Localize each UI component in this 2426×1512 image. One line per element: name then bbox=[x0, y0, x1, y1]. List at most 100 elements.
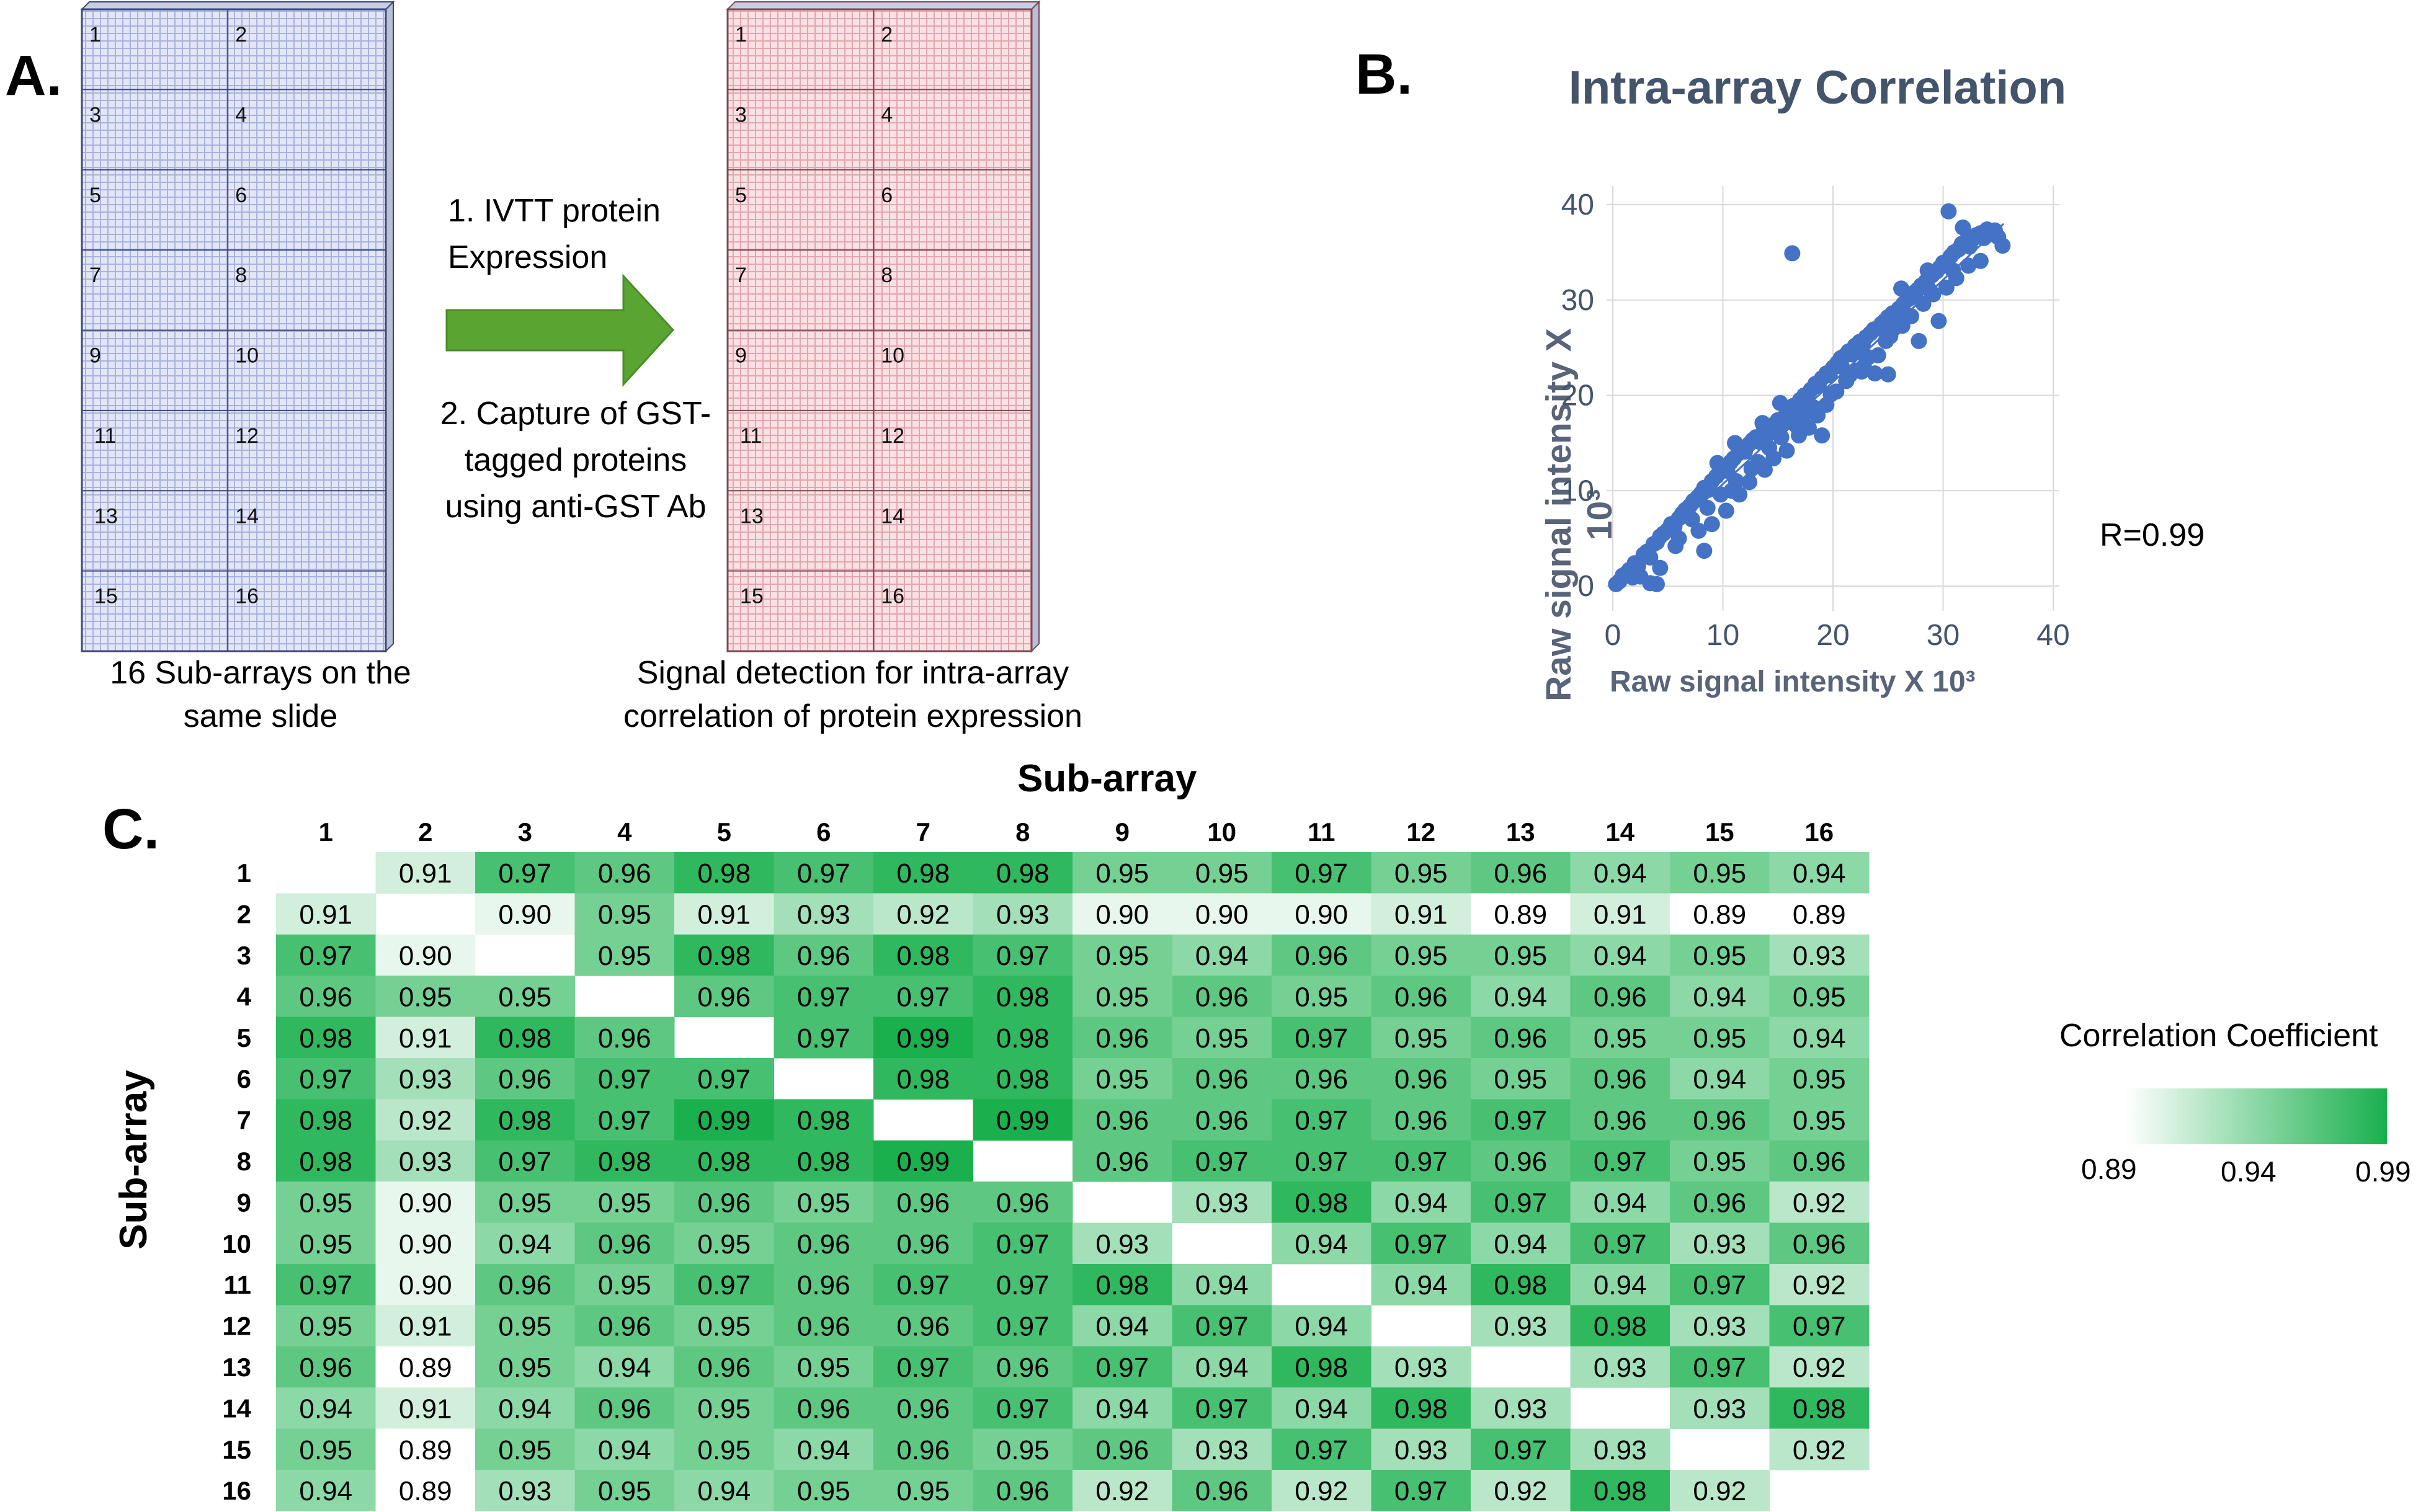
heatmap-cell bbox=[1073, 1470, 1172, 1511]
heatmap-cell-value: 0.96 bbox=[1295, 1064, 1348, 1095]
heatmap-cell bbox=[574, 1140, 675, 1182]
heatmap-cell bbox=[1670, 934, 1770, 976]
heatmap-cell-value: 0.98 bbox=[996, 858, 1050, 889]
heatmap-cell-value: 0.98 bbox=[1095, 1270, 1149, 1301]
heatmap-cell-value: 0.94 bbox=[598, 1353, 651, 1383]
heatmap-cell bbox=[1172, 1346, 1272, 1388]
heatmap-cell-value: 0.94 bbox=[1295, 1229, 1348, 1260]
scatter-point bbox=[1667, 538, 1684, 554]
heatmap-cell-value: 0.93 bbox=[1594, 1435, 1647, 1465]
heatmap-cell bbox=[774, 1181, 874, 1224]
heatmap-cell bbox=[873, 1264, 973, 1305]
heatmap-cell bbox=[774, 1470, 874, 1511]
heatmap-column-label: 8 bbox=[1015, 817, 1030, 847]
heatmap-cell-value: 0.94 bbox=[1494, 982, 1547, 1012]
heatmap-cell-value: 0.95 bbox=[1195, 1023, 1249, 1054]
heatmap-cell bbox=[674, 1346, 774, 1388]
heatmap-cell bbox=[1570, 852, 1670, 894]
heatmap-cell-value: 0.95 bbox=[1594, 1023, 1647, 1054]
scatter-point bbox=[1796, 406, 1813, 423]
heatmap-cell-value: 0.98 bbox=[299, 1106, 352, 1136]
sub-array-number: 11 bbox=[740, 424, 762, 448]
heatmap-cell-value: 0.97 bbox=[797, 858, 850, 889]
heatmap-cell bbox=[1471, 852, 1571, 894]
heatmap-cell bbox=[674, 893, 774, 935]
heatmap-cell-value: 0.96 bbox=[797, 1270, 850, 1301]
heatmap-cell-value: 0.95 bbox=[498, 1188, 551, 1218]
heatmap-cell-value: 0.94 bbox=[1095, 1312, 1149, 1342]
heatmap-cell bbox=[973, 1058, 1073, 1100]
heatmap-cell-value: 0.97 bbox=[1394, 1476, 1448, 1506]
heatmap-cell bbox=[475, 1099, 575, 1141]
heatmap-cell bbox=[574, 1428, 675, 1470]
heatmap-column-label: 7 bbox=[916, 817, 930, 847]
heatmap-cell bbox=[1073, 1387, 1172, 1430]
sub-array-number: 8 bbox=[881, 264, 893, 287]
heatmap-cell bbox=[973, 1016, 1073, 1059]
heatmap-cell-value: 0.92 bbox=[399, 1106, 452, 1136]
heatmap-cell-value: 0.94 bbox=[1195, 1270, 1249, 1301]
heatmap-cell-value: 0.93 bbox=[498, 1476, 551, 1506]
heatmap-cell bbox=[1670, 1222, 1770, 1265]
heatmap-cell bbox=[475, 893, 575, 935]
heatmap-cell bbox=[1272, 1346, 1371, 1388]
heatmap-cell-value: 0.92 bbox=[896, 900, 950, 930]
heatmap-cell-value: 0.89 bbox=[1793, 900, 1846, 930]
heatmap-cell bbox=[1272, 1428, 1371, 1470]
slide-top bbox=[726, 1, 1041, 10]
heatmap-cell-value: 0.91 bbox=[697, 900, 751, 930]
heatmap-cell-value: 0.96 bbox=[896, 1229, 950, 1260]
heatmap-row-label: 2 bbox=[237, 900, 251, 929]
heatmap-cell-value: 0.94 bbox=[697, 1476, 751, 1506]
heatmap-cell-value: 0.97 bbox=[896, 982, 950, 1012]
heatmap-cell-value: 0.92 bbox=[1793, 1270, 1846, 1301]
heatmap-cell bbox=[475, 1470, 575, 1511]
heatmap-cell bbox=[1769, 1264, 1870, 1305]
heatmap-cell-value: 0.96 bbox=[797, 1394, 850, 1424]
heatmap-cell-value: 0.95 bbox=[498, 1312, 551, 1342]
heatmap-cell bbox=[1570, 1428, 1670, 1470]
heatmap-cell-value: 0.92 bbox=[1095, 1476, 1149, 1506]
heatmap-cell-value: 0.98 bbox=[797, 1106, 850, 1136]
heatmap-cell-value: 0.96 bbox=[996, 1476, 1050, 1506]
heatmap-cell bbox=[475, 1387, 575, 1430]
heatmap-cell-value: 0.91 bbox=[399, 1312, 452, 1342]
heatmap-cell-value: 0.98 bbox=[1394, 1394, 1448, 1424]
heatmap-cell bbox=[1769, 1305, 1870, 1347]
heatmap-cell-value: 0.94 bbox=[1693, 982, 1746, 1012]
scatter-point bbox=[1814, 427, 1831, 444]
heatmap-cell bbox=[1371, 852, 1471, 894]
heatmap-cell-value: 0.99 bbox=[697, 1106, 751, 1136]
heatmap-cell-value: 0.96 bbox=[1095, 1106, 1149, 1136]
sub-array-number: 10 bbox=[235, 344, 259, 368]
heatmap-cell bbox=[1371, 1181, 1471, 1224]
heatmap-row-label: 16 bbox=[222, 1476, 251, 1505]
heatmap-cell bbox=[774, 1264, 874, 1305]
heatmap-cell-value: 0.94 bbox=[797, 1435, 850, 1465]
heatmap-cell bbox=[1272, 1470, 1371, 1511]
heatmap-cell bbox=[973, 934, 1073, 976]
heatmap-cell bbox=[674, 1470, 774, 1511]
heatmap-cell bbox=[1073, 1346, 1172, 1388]
scatter-point bbox=[1773, 429, 1790, 446]
scatter-point bbox=[1940, 203, 1957, 220]
heatmap-cell-value: 0.96 bbox=[1494, 1023, 1547, 1054]
scatter-point bbox=[1624, 569, 1641, 586]
heatmap-cell-value: 0.97 bbox=[1095, 1353, 1149, 1383]
sub-array-number: 7 bbox=[735, 264, 747, 287]
heatmap-cell-value: 0.90 bbox=[498, 900, 551, 930]
heatmap-cell-value: 0.98 bbox=[896, 858, 950, 889]
heatmap-cell-value: 0.95 bbox=[1793, 1064, 1846, 1095]
heatmap-cell-value: 0.93 bbox=[1494, 1312, 1547, 1342]
heatmap-cell bbox=[973, 976, 1073, 1018]
heatmap-row-label: 13 bbox=[222, 1353, 251, 1382]
heatmap-cell bbox=[674, 934, 774, 976]
heatmap-cell-value: 0.97 bbox=[1195, 1394, 1249, 1424]
heatmap-cell bbox=[574, 934, 675, 976]
heatmap-cell-value: 0.93 bbox=[1394, 1435, 1448, 1465]
heatmap-row-label: 9 bbox=[237, 1188, 251, 1217]
heatmap-cell-value: 0.98 bbox=[299, 1023, 352, 1054]
heatmap-column-label: 15 bbox=[1705, 817, 1734, 847]
heatmap-cell-value: 0.95 bbox=[498, 982, 551, 1012]
heatmap-cell bbox=[774, 976, 874, 1018]
